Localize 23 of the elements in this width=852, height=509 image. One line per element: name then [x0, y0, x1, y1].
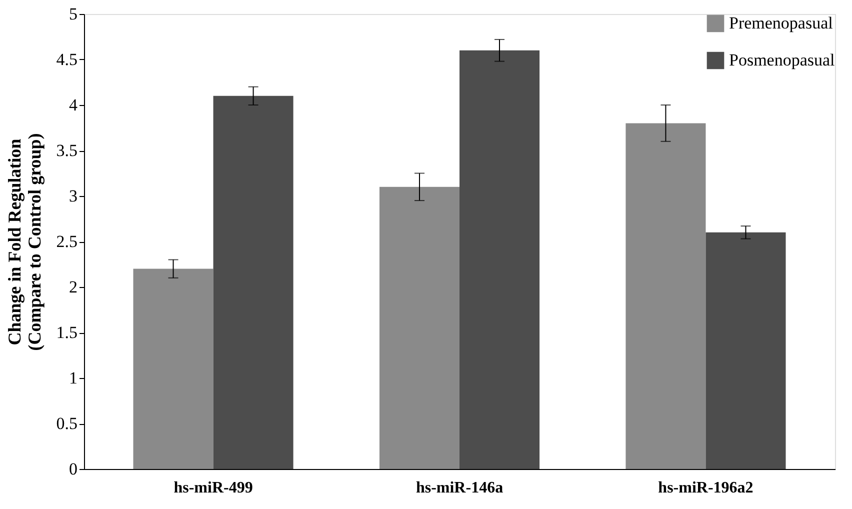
y-tick-label: 2.5: [56, 232, 78, 251]
bar: [626, 123, 706, 469]
legend-label: Premenopasual: [729, 14, 834, 32]
y-tick-label: 1.5: [56, 323, 78, 342]
legend-label: Posmenopasual: [729, 50, 836, 70]
bar: [706, 232, 786, 469]
bar: [213, 96, 294, 469]
x-tick-label: hs-miR-499: [174, 480, 253, 496]
bar: [379, 186, 460, 469]
x-tick-label: hs-miR-146a: [416, 480, 504, 496]
y-tick-label: 4.5: [56, 50, 78, 69]
y-tick-label: 5: [69, 4, 78, 24]
y-tick-label: 0.5: [56, 414, 78, 433]
bar: [460, 50, 540, 469]
y-tick-label: 1: [69, 368, 78, 388]
bar: [133, 268, 214, 469]
y-tick-label: 4: [69, 96, 78, 114]
y-tick-label: 3.5: [56, 141, 78, 160]
y-tick-label: 2: [69, 278, 78, 296]
y-tick-label: 3: [69, 186, 78, 206]
y-tick-label: 0: [69, 460, 78, 478]
x-tick-label: hs-miR-196a2: [658, 480, 754, 496]
y-axis-title: Change in Fold Regulation (Compare to Control group): [4, 133, 44, 351]
